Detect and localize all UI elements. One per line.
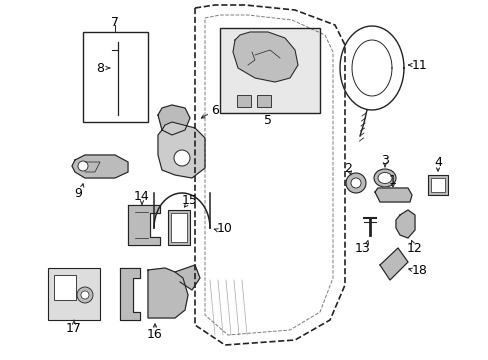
Polygon shape <box>148 268 187 318</box>
Text: 13: 13 <box>354 242 370 255</box>
Polygon shape <box>379 248 407 280</box>
Polygon shape <box>395 210 414 238</box>
Bar <box>430 178 444 192</box>
Text: 16: 16 <box>147 328 163 342</box>
Polygon shape <box>120 268 140 320</box>
Bar <box>83 32 148 122</box>
Bar <box>220 28 319 113</box>
Text: 9: 9 <box>74 186 82 199</box>
Text: 5: 5 <box>264 113 271 126</box>
Text: 12: 12 <box>407 242 422 255</box>
Polygon shape <box>128 205 160 245</box>
Text: 7: 7 <box>111 15 119 28</box>
Text: 11: 11 <box>411 59 427 72</box>
Text: 14: 14 <box>134 189 149 202</box>
Text: 18: 18 <box>411 264 427 276</box>
Text: 3: 3 <box>380 153 388 166</box>
Polygon shape <box>374 188 411 202</box>
Circle shape <box>346 173 365 193</box>
Polygon shape <box>72 155 128 178</box>
Text: 10: 10 <box>217 221 232 234</box>
Polygon shape <box>175 265 200 290</box>
Text: 6: 6 <box>211 104 219 117</box>
Ellipse shape <box>377 172 391 184</box>
Circle shape <box>81 291 89 299</box>
Circle shape <box>78 161 88 171</box>
Circle shape <box>77 287 93 303</box>
Polygon shape <box>158 122 204 178</box>
Bar <box>168 210 190 245</box>
Polygon shape <box>158 105 190 135</box>
Polygon shape <box>232 32 297 82</box>
Text: 2: 2 <box>344 162 351 175</box>
Text: 4: 4 <box>433 156 441 168</box>
Bar <box>48 268 100 320</box>
Text: 17: 17 <box>66 321 82 334</box>
Bar <box>257 95 270 107</box>
Circle shape <box>350 178 360 188</box>
Text: 15: 15 <box>182 194 198 207</box>
Bar <box>54 275 76 300</box>
Bar <box>171 213 186 242</box>
Circle shape <box>174 150 190 166</box>
Bar <box>237 95 250 107</box>
Text: 8: 8 <box>96 62 104 75</box>
Ellipse shape <box>373 169 395 187</box>
Bar <box>427 175 447 195</box>
Text: 1: 1 <box>388 174 396 186</box>
